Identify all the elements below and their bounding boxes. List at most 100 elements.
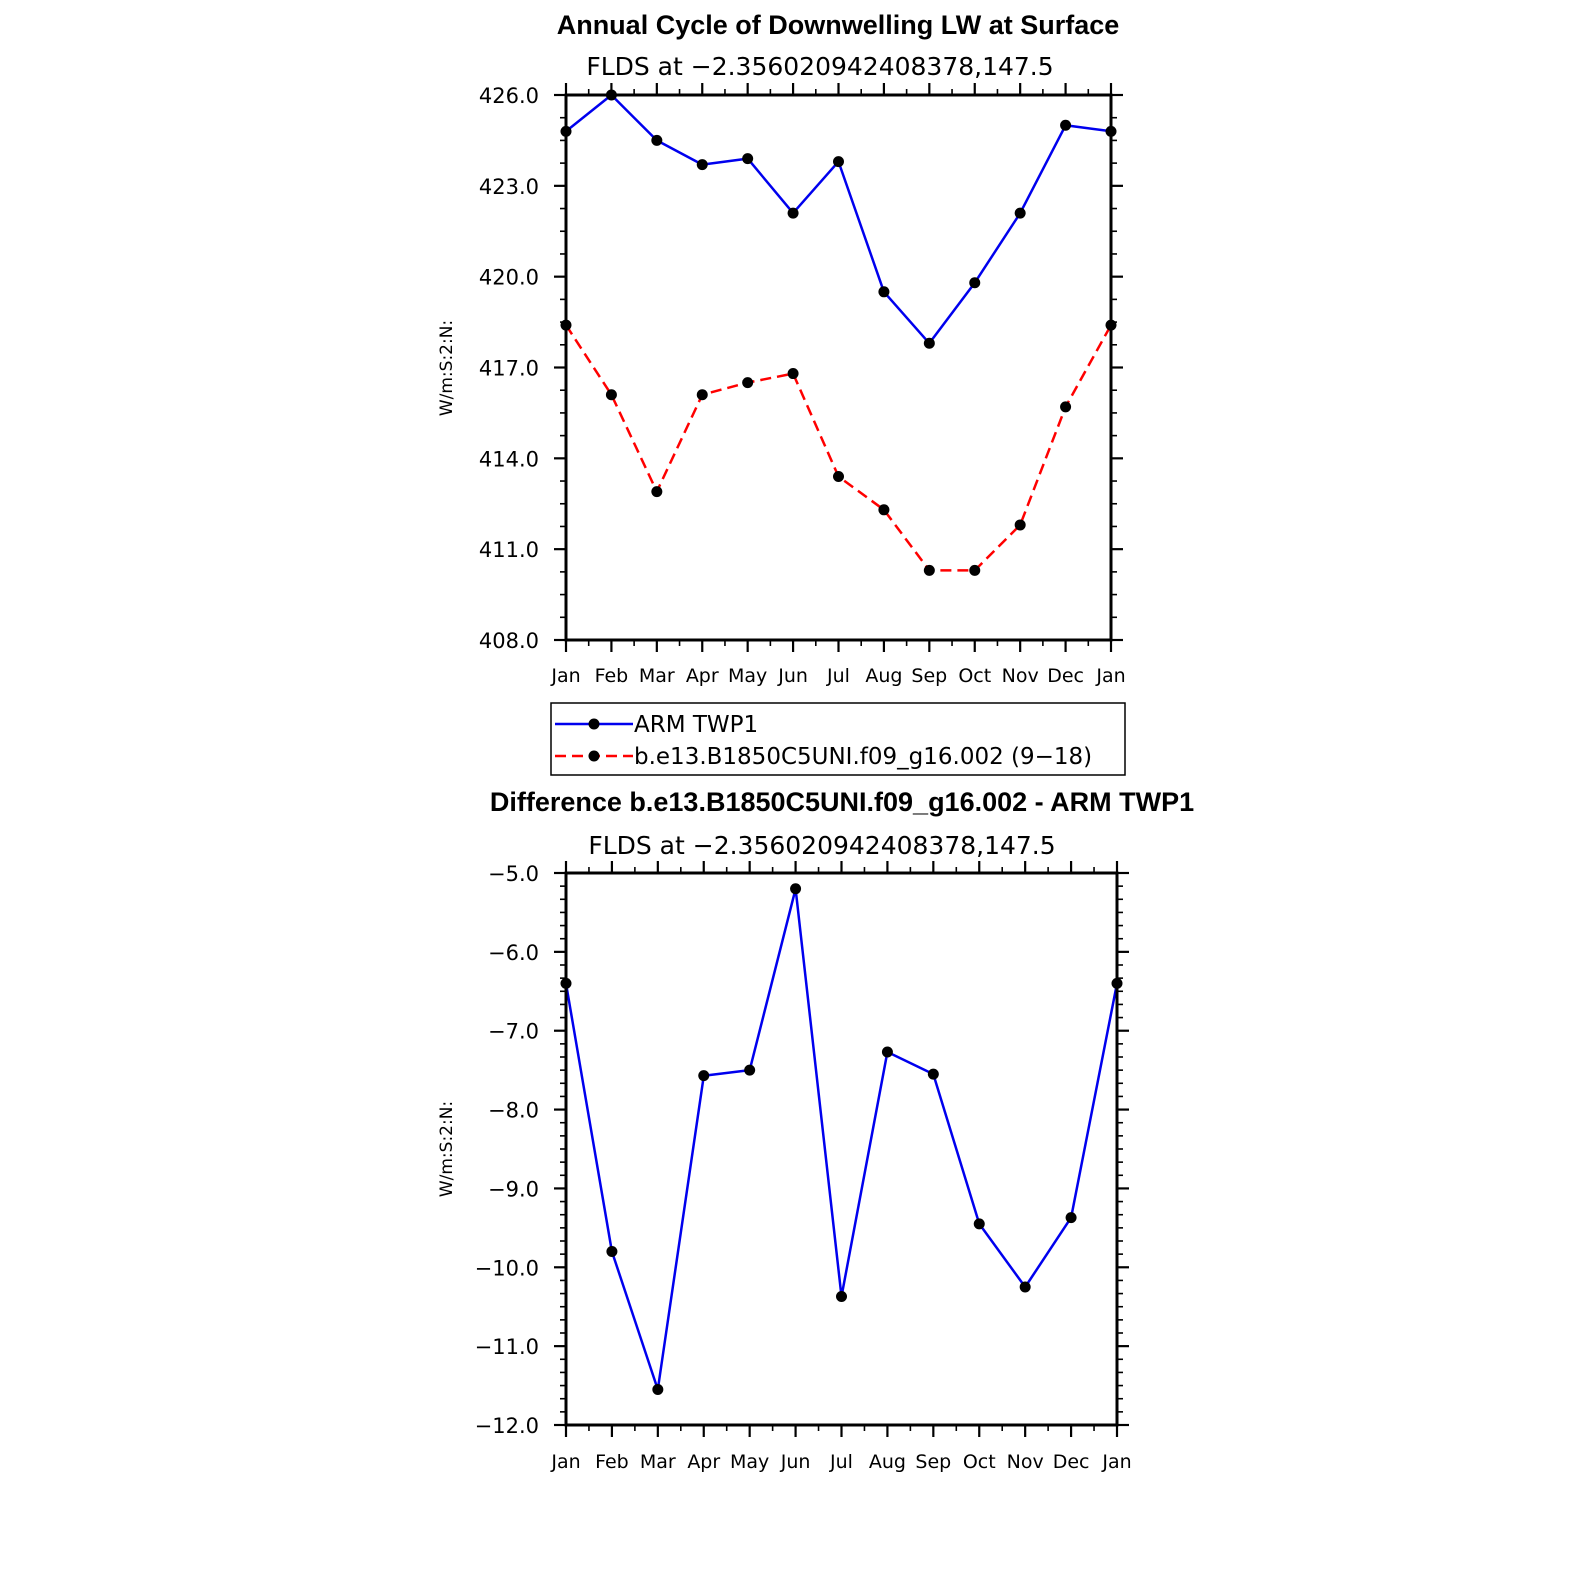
x-tick-label: May <box>730 1451 769 1473</box>
data-point <box>923 337 935 349</box>
y-tick-label: 408.0 <box>479 629 539 653</box>
y-tick-label: 414.0 <box>479 447 539 471</box>
legend-box <box>550 702 1126 776</box>
x-tick-label: Apr <box>687 1451 720 1473</box>
x-tick-label: Oct <box>963 1451 996 1473</box>
data-point <box>969 564 981 576</box>
x-tick-label: Jan <box>550 1451 580 1473</box>
data-point <box>652 1384 664 1396</box>
y-tick-label: 411.0 <box>479 538 539 562</box>
x-tick-label: Aug <box>869 1451 906 1473</box>
data-point <box>1060 119 1072 131</box>
legend-marker-model <box>588 750 600 762</box>
series-points <box>560 883 1123 1396</box>
x-tick-label: Mar <box>639 665 675 687</box>
chart-subtitle: FLDS at −2.356020942408378,147.5 <box>588 831 1055 860</box>
series-line-0 <box>564 887 1119 1391</box>
x-tick-label: Jun <box>780 1451 811 1473</box>
series-lines <box>564 887 1119 1391</box>
x-tick-label: Jul <box>829 1451 853 1473</box>
x-tick-label: Apr <box>686 665 719 687</box>
x-tick-label: Feb <box>595 665 629 687</box>
data-point <box>742 153 754 165</box>
data-point <box>696 389 708 401</box>
data-point <box>833 156 844 168</box>
x-tick-label: Jul <box>826 665 850 687</box>
plot-frame <box>564 871 1119 1427</box>
x-tick-label: Feb <box>595 1451 629 1473</box>
y-axis-label: W/m:S:2:N: <box>437 320 457 416</box>
y-axis-label: W/m:S:2:N: <box>437 1101 457 1197</box>
x-tick-label: Dec <box>1047 665 1084 687</box>
data-point <box>881 1046 893 1058</box>
data-point <box>927 1068 939 1080</box>
x-tick-label: Nov <box>1007 1451 1044 1473</box>
data-point <box>969 277 981 289</box>
x-tick-labels: Jan Feb Mar Apr May Jun Jul Aug Sep Oct Nov Dec Jan <box>550 665 1125 687</box>
y-tick-label: −5.0 <box>488 862 539 886</box>
y-tick-labels: −5.0 −6.0 −7.0 −8.0 −9.0 −10.0 −11.0 −12.0 <box>475 862 539 1438</box>
y-tick-labels: 426.0 423.0 420.0 417.0 414.0 411.0 408.0 <box>479 84 539 653</box>
data-point <box>696 159 708 171</box>
data-point <box>790 883 802 895</box>
data-point <box>651 486 663 498</box>
legend-label-model: b.e13.B1850C5UNI.f09_g16.002 (9−18) <box>634 744 1092 770</box>
x-tick-label: Jan <box>550 665 580 687</box>
chart-annual-cycle: Annual Cycle of Downwelling LW at Surfac… <box>437 10 1126 687</box>
data-point <box>742 377 754 389</box>
y-tick-label: 423.0 <box>479 175 539 199</box>
x-tick-label: Sep <box>911 665 947 687</box>
data-point <box>698 1070 710 1082</box>
x-tick-label: Jan <box>1095 665 1125 687</box>
x-tick-label: Oct <box>958 665 991 687</box>
data-point <box>1065 1212 1077 1224</box>
legend-marker-arm-twp1 <box>588 718 600 730</box>
y-tick-label: −10.0 <box>475 1256 539 1280</box>
data-point <box>836 1290 847 1302</box>
data-point <box>1014 207 1026 219</box>
data-point <box>1060 401 1072 413</box>
y-tick-label: 417.0 <box>479 357 539 381</box>
data-point <box>605 389 617 401</box>
chart-subtitle: FLDS at −2.356020942408378,147.5 <box>586 52 1053 81</box>
legend-label-arm-twp1: ARM TWP1 <box>634 712 758 738</box>
data-point <box>1019 1281 1031 1293</box>
chart-difference: Difference b.e13.B1850C5UNI.f09_g16.002 … <box>437 787 1194 1473</box>
chart-title: Difference b.e13.B1850C5UNI.f09_g16.002 … <box>490 787 1194 817</box>
y-tick-label: −12.0 <box>475 1414 539 1438</box>
data-point <box>973 1218 985 1230</box>
plot-frame <box>564 93 1113 642</box>
x-tick-label: Nov <box>1002 665 1039 687</box>
data-point <box>1014 519 1026 531</box>
x-tick-label: Dec <box>1053 1451 1090 1473</box>
data-point <box>878 286 890 298</box>
data-point <box>787 207 799 219</box>
data-point <box>878 504 890 516</box>
series-line-1 <box>564 324 1113 572</box>
data-point <box>651 134 663 146</box>
y-tick-label: −7.0 <box>488 1020 539 1044</box>
data-point <box>833 471 844 482</box>
x-tick-label: Sep <box>915 1451 951 1473</box>
y-tick-label: −8.0 <box>488 1099 539 1123</box>
chart-title: Annual Cycle of Downwelling LW at Surfac… <box>557 10 1120 40</box>
y-tick-label: −11.0 <box>475 1335 539 1359</box>
x-tick-label: Jun <box>777 665 808 687</box>
series-line-0 <box>565 93 1112 345</box>
x-tick-labels: Jan Feb Mar Apr May Jun Jul Aug Sep Oct Nov Dec Jan <box>550 1451 1131 1473</box>
data-point <box>744 1064 756 1076</box>
legend: ARM TWP1 b.e13.B1850C5UNI.f09_g16.002 (9… <box>550 702 1126 776</box>
y-tick-label: −6.0 <box>488 941 539 965</box>
series-points <box>560 89 1117 576</box>
axis-ticks <box>554 861 1129 1437</box>
x-tick-label: Aug <box>865 665 902 687</box>
y-tick-label: −9.0 <box>488 1177 539 1201</box>
data-point <box>787 368 799 380</box>
data-point <box>923 564 935 576</box>
x-tick-label: May <box>728 665 767 687</box>
y-tick-label: 420.0 <box>479 266 539 290</box>
x-tick-label: Jan <box>1101 1451 1131 1473</box>
y-tick-label: 426.0 <box>479 84 539 108</box>
x-tick-label: Mar <box>640 1451 676 1473</box>
